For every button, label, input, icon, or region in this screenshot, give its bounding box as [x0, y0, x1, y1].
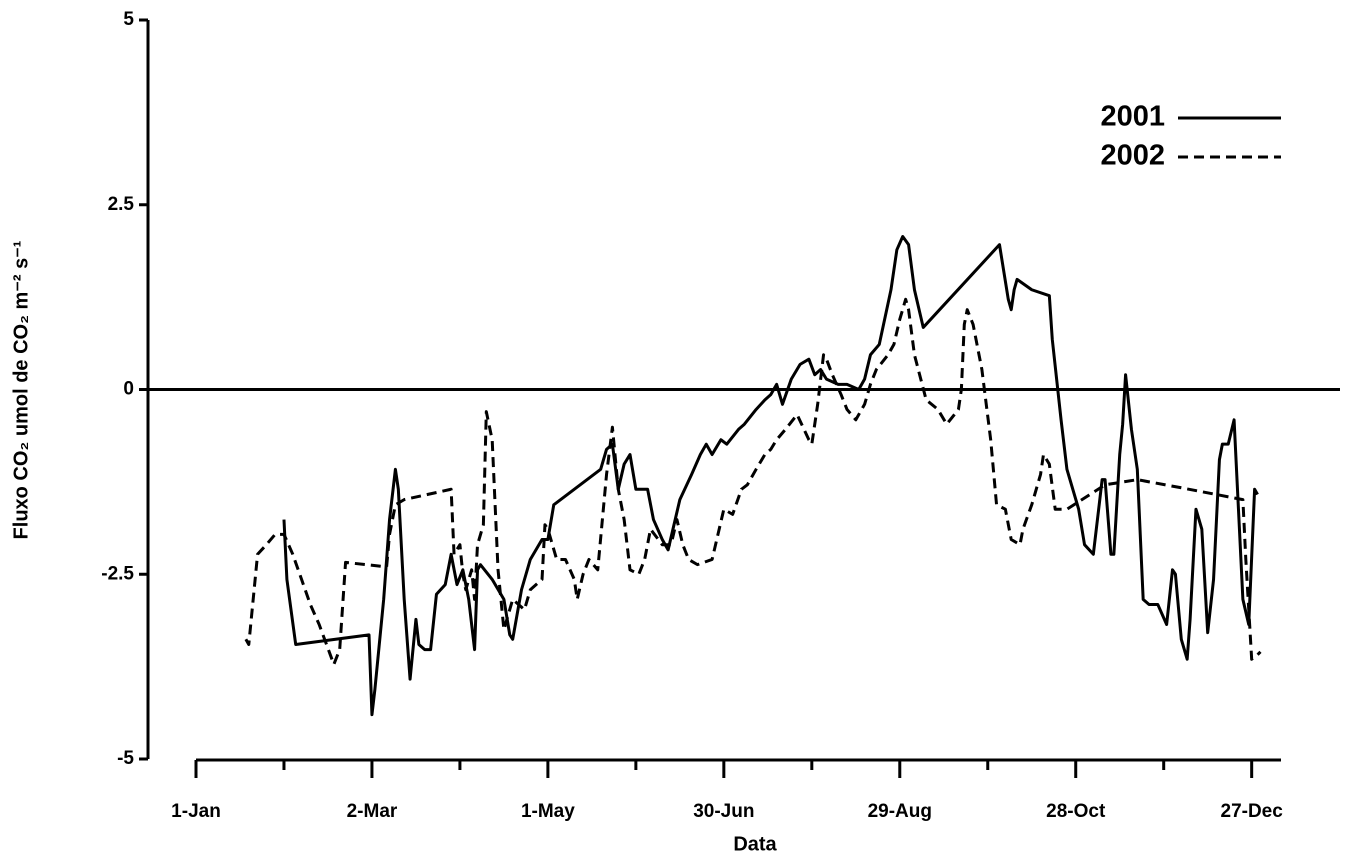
legend-label: 2001 — [1100, 101, 1165, 133]
y-tick-label: 2.5 — [108, 194, 135, 215]
x-tick-label: 1-May — [521, 801, 575, 822]
y-axis-label: Fluxo CO₂ umol de CO₂ m⁻² s⁻¹ — [10, 240, 32, 539]
x-tick-label: 27-Dec — [1221, 801, 1284, 822]
y-tick-label: -5 — [117, 748, 134, 769]
y-tick-label: -2.5 — [101, 563, 134, 584]
x-tick-label: 30-Jun — [693, 801, 754, 822]
x-tick-label: 2-Mar — [347, 801, 398, 822]
y-tick-label: 0 — [123, 379, 134, 400]
y-tick-label: 5 — [123, 9, 134, 30]
x-tick-label: 1-Jan — [171, 801, 221, 822]
x-tick-label: 28-Oct — [1046, 801, 1106, 822]
series-line — [282, 235, 1259, 717]
x-tick-label: 29-Aug — [868, 801, 932, 822]
x-axis-label: Data — [733, 833, 777, 855]
legend-label: 2002 — [1100, 140, 1165, 172]
series-line — [244, 297, 1262, 666]
